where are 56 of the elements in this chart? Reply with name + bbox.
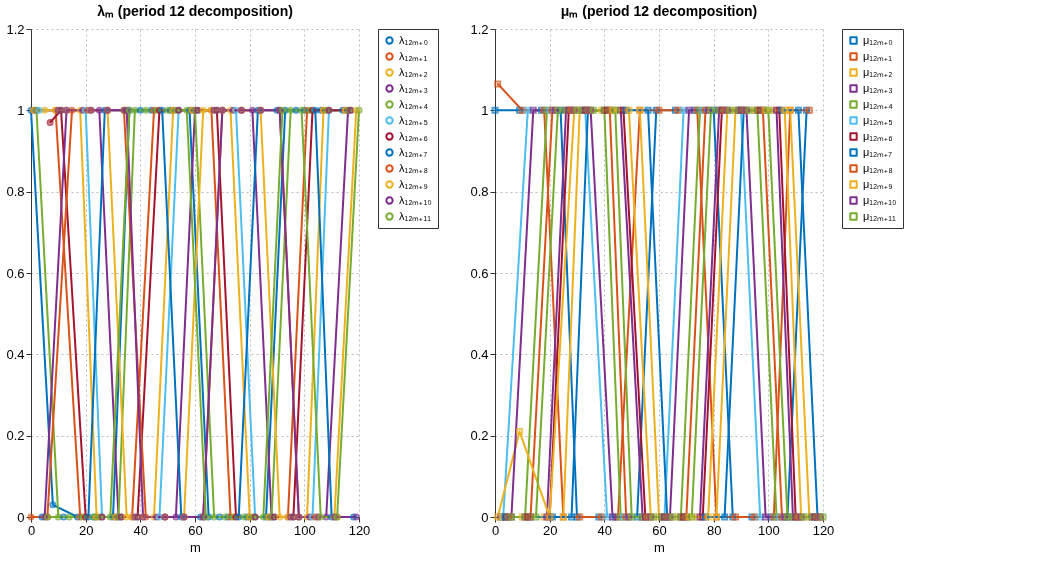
x-tick-label: 60 bbox=[652, 522, 667, 538]
legend-label: λ₁₂ₘ₊₁₀ bbox=[399, 193, 432, 206]
legend-label: μ₁₂ₘ₊₁₀ bbox=[863, 193, 897, 206]
x-tick-label: 100 bbox=[293, 522, 316, 538]
y-tick-label: 0.8 bbox=[6, 184, 25, 200]
y-tick-label: 1 bbox=[481, 102, 489, 118]
legend-label: λ₁₂ₘ₊₅ bbox=[399, 113, 428, 126]
x-axis-title: m bbox=[654, 539, 665, 555]
legend-label: λ₁₂ₘ₊₆ bbox=[399, 129, 428, 142]
legend-label: μ₁₂ₘ₊₅ bbox=[863, 113, 893, 126]
x-tick-label: 40 bbox=[133, 522, 149, 538]
y-tick-label: 0.6 bbox=[470, 265, 489, 281]
y-tick-label: 0.6 bbox=[6, 265, 25, 281]
legend-label: μ₁₂ₘ₊₁₁ bbox=[863, 209, 897, 222]
legend-label: μ₁₂ₘ₊₈ bbox=[863, 161, 893, 174]
chart-title: μₘ (period 12 decomposition) bbox=[560, 3, 758, 19]
x-tick-label: 120 bbox=[812, 522, 835, 538]
x-tick-label: 40 bbox=[597, 522, 613, 538]
legend-label: μ₁₂ₘ₊₃ bbox=[863, 81, 893, 94]
legend-label: λ₁₂ₘ₊₁ bbox=[399, 49, 428, 62]
x-tick-label: 80 bbox=[242, 522, 258, 538]
legend-label: μ₁₂ₘ₊₀ bbox=[863, 33, 893, 46]
legend-label: μ₁₂ₘ₊₂ bbox=[863, 65, 893, 78]
y-tick-label: 0.8 bbox=[470, 184, 489, 200]
y-tick-label: 0.4 bbox=[6, 346, 25, 362]
x-tick-label: 0 bbox=[27, 522, 36, 538]
y-tick-label: 0.2 bbox=[470, 428, 489, 444]
legend-label: μ₁₂ₘ₊₄ bbox=[863, 97, 894, 110]
legend-label: λ₁₂ₘ₊₇ bbox=[399, 145, 428, 158]
legend-label: λ₁₂ₘ₊₃ bbox=[399, 81, 428, 94]
legend-label: λ₁₂ₘ₊₈ bbox=[399, 161, 429, 174]
y-tick-label: 1.2 bbox=[6, 21, 25, 37]
x-tick-label: 0 bbox=[491, 522, 500, 538]
legend-label: μ₁₂ₘ₊₇ bbox=[863, 145, 893, 158]
y-tick-label: 1 bbox=[17, 102, 25, 118]
y-tick-label: 1.2 bbox=[470, 21, 489, 37]
legend-label: μ₁₂ₘ₊₁ bbox=[863, 49, 893, 62]
y-tick-label: 0.2 bbox=[6, 428, 25, 444]
x-tick-label: 120 bbox=[348, 522, 371, 538]
x-tick-label: 20 bbox=[542, 522, 558, 538]
x-tick-label: 60 bbox=[188, 522, 203, 538]
y-tick-label: 0.4 bbox=[470, 346, 489, 362]
legend-label: λ₁₂ₘ₊₂ bbox=[399, 65, 428, 78]
chart-title: λₘ (period 12 decomposition) bbox=[97, 3, 293, 19]
legend-label: λ₁₂ₘ₊₁₁ bbox=[399, 209, 432, 222]
legend-label: λ₁₂ₘ₊₉ bbox=[399, 177, 428, 190]
y-tick-label: 0 bbox=[17, 509, 25, 525]
x-tick-label: 20 bbox=[78, 522, 94, 538]
x-tick-label: 100 bbox=[757, 522, 780, 538]
legend-label: μ₁₂ₘ₊₆ bbox=[863, 129, 893, 142]
y-tick-label: 0 bbox=[481, 509, 489, 525]
legend-label: μ₁₂ₘ₊₉ bbox=[863, 177, 893, 190]
x-axis-title: m bbox=[190, 539, 201, 555]
legend-label: λ₁₂ₘ₊₀ bbox=[399, 33, 429, 46]
legend-label: λ₁₂ₘ₊₄ bbox=[399, 97, 429, 110]
x-tick-label: 80 bbox=[706, 522, 722, 538]
